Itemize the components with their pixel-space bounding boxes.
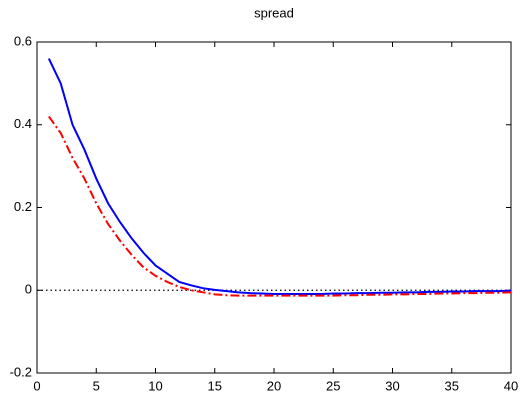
x-tick-label: 35 <box>445 378 459 393</box>
x-tick-label: 25 <box>326 378 340 393</box>
y-tick-label: -0.2 <box>10 364 32 379</box>
x-tick-label: 10 <box>148 378 162 393</box>
x-tick-label: 30 <box>385 378 399 393</box>
line-series <box>48 115 512 297</box>
x-tick-label: 0 <box>33 378 40 393</box>
plot-frame <box>36 41 512 374</box>
line-series <box>47 58 512 295</box>
y-tick-label: 0.6 <box>14 33 32 48</box>
y-tick-label: 0.4 <box>14 116 32 131</box>
y-tick-label: 0 <box>25 282 32 297</box>
x-tick-label: 40 <box>504 378 518 393</box>
y-tick-label: 0.2 <box>14 199 32 214</box>
x-tick-label: 15 <box>208 378 222 393</box>
chart-title: spread <box>254 5 294 20</box>
x-tick-label: 20 <box>267 378 281 393</box>
x-tick-label: 5 <box>93 378 100 393</box>
